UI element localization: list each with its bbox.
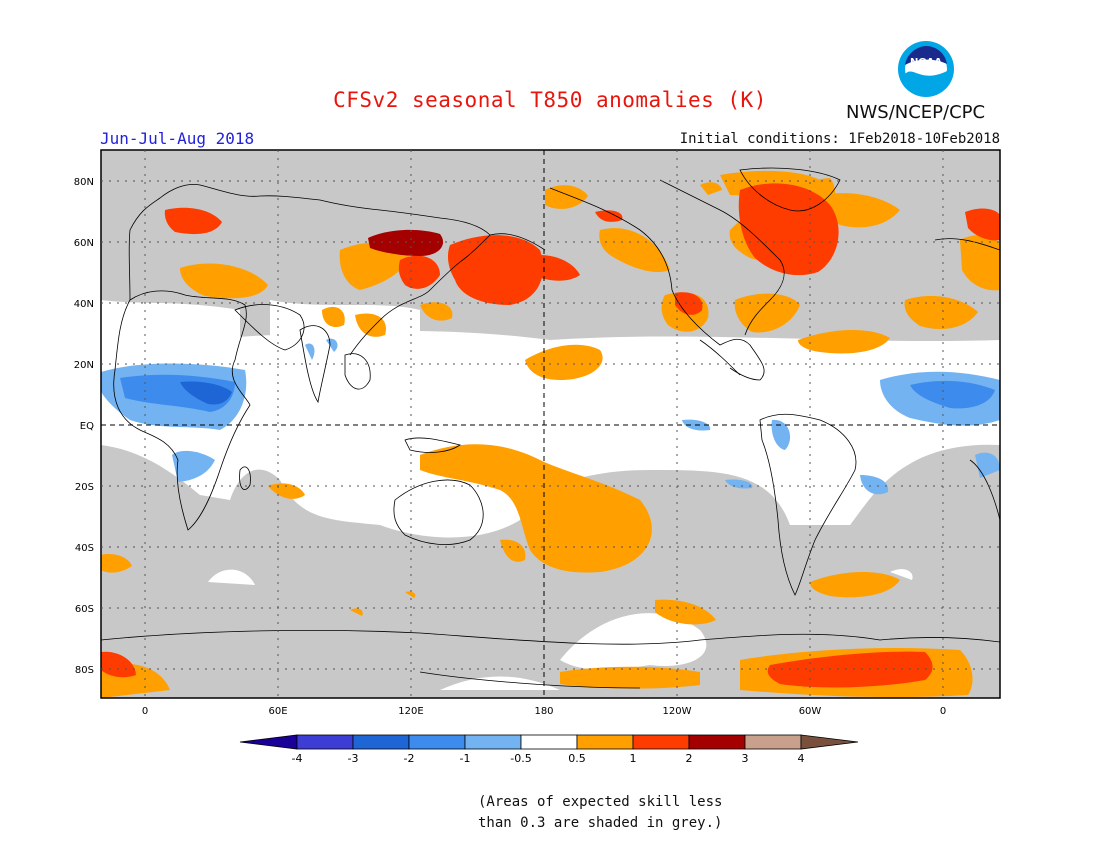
skill-note-line2: than 0.3 are shaded in grey.) [478, 815, 723, 831]
colorbar-label: 2 [686, 752, 693, 765]
longitude-labels: 0 60E 120E 180 120W 60W 0 [142, 706, 946, 717]
lon-label: 60E [268, 706, 287, 717]
lat-label: 60N [74, 238, 94, 249]
agency-label: NWS/NCEP/CPC [846, 102, 986, 123]
initial-conditions: Initial conditions: 1Feb2018-10Feb2018 [679, 131, 1000, 147]
colorbar-swatch [352, 734, 410, 750]
latitude-labels: 80N 60N 40N 20N EQ 20S 40S 60S 80S [74, 177, 94, 676]
colorbar-swatch [744, 734, 802, 750]
colorbar-label: 3 [742, 752, 749, 765]
anomaly-field [101, 150, 1000, 698]
coastlines [101, 167, 1000, 689]
skill-note-line1: (Areas of expected skill less [478, 794, 723, 810]
graticule [101, 150, 1000, 698]
colorbar-label: 4 [798, 752, 805, 765]
lon-label: 120E [398, 706, 423, 717]
negative-anomalies [101, 338, 1000, 498]
lon-label: 60W [799, 706, 822, 717]
lon-label: 180 [534, 706, 553, 717]
map-frame [100, 149, 1001, 699]
lat-label: 80S [75, 665, 94, 676]
noaa-logo-text: NOAA [910, 57, 942, 68]
positive-anomalies-strong [368, 229, 444, 256]
skill-note: (Areas of expected skill less than 0.3 a… [478, 792, 722, 834]
lat-label: 80N [74, 177, 94, 188]
colorbar-label: -0.5 [510, 752, 531, 765]
colorbar-swatch [632, 734, 690, 750]
lat-label: 20N [74, 360, 94, 371]
lat-label: 40N [74, 299, 94, 310]
lat-label: 40S [75, 543, 94, 554]
noaa-logo: NOAA [895, 40, 957, 102]
lon-label: 120W [663, 706, 692, 717]
lat-label: 60S [75, 604, 94, 615]
colorbar-label: -1 [460, 752, 471, 765]
lon-label: 0 [142, 706, 148, 717]
colorbar-swatch [408, 734, 466, 750]
map-title: CFSv2 seasonal T850 anomalies (K) [333, 88, 767, 112]
lon-label: 0 [940, 706, 946, 717]
colorbar-label: 1 [630, 752, 637, 765]
colorbar-label: -4 [292, 752, 303, 765]
colorbar-max-arrow [800, 734, 859, 750]
colorbar-swatch [576, 734, 634, 750]
colorbar-swatch [520, 734, 578, 750]
colorbar: -4 -3 -2 -1 -0.5 0.5 1 2 3 4 [239, 734, 859, 765]
colorbar-label: 0.5 [568, 752, 586, 765]
season-label: Jun-Jul-Aug 2018 [100, 129, 255, 148]
lat-label: EQ [80, 421, 94, 432]
colorbar-label: -3 [348, 752, 359, 765]
colorbar-swatch [296, 734, 354, 750]
colorbar-min-arrow [239, 734, 298, 750]
colorbar-swatch [688, 734, 746, 750]
colorbar-label: -2 [404, 752, 415, 765]
colorbar-swatch [464, 734, 522, 750]
lat-label: 20S [75, 482, 94, 493]
